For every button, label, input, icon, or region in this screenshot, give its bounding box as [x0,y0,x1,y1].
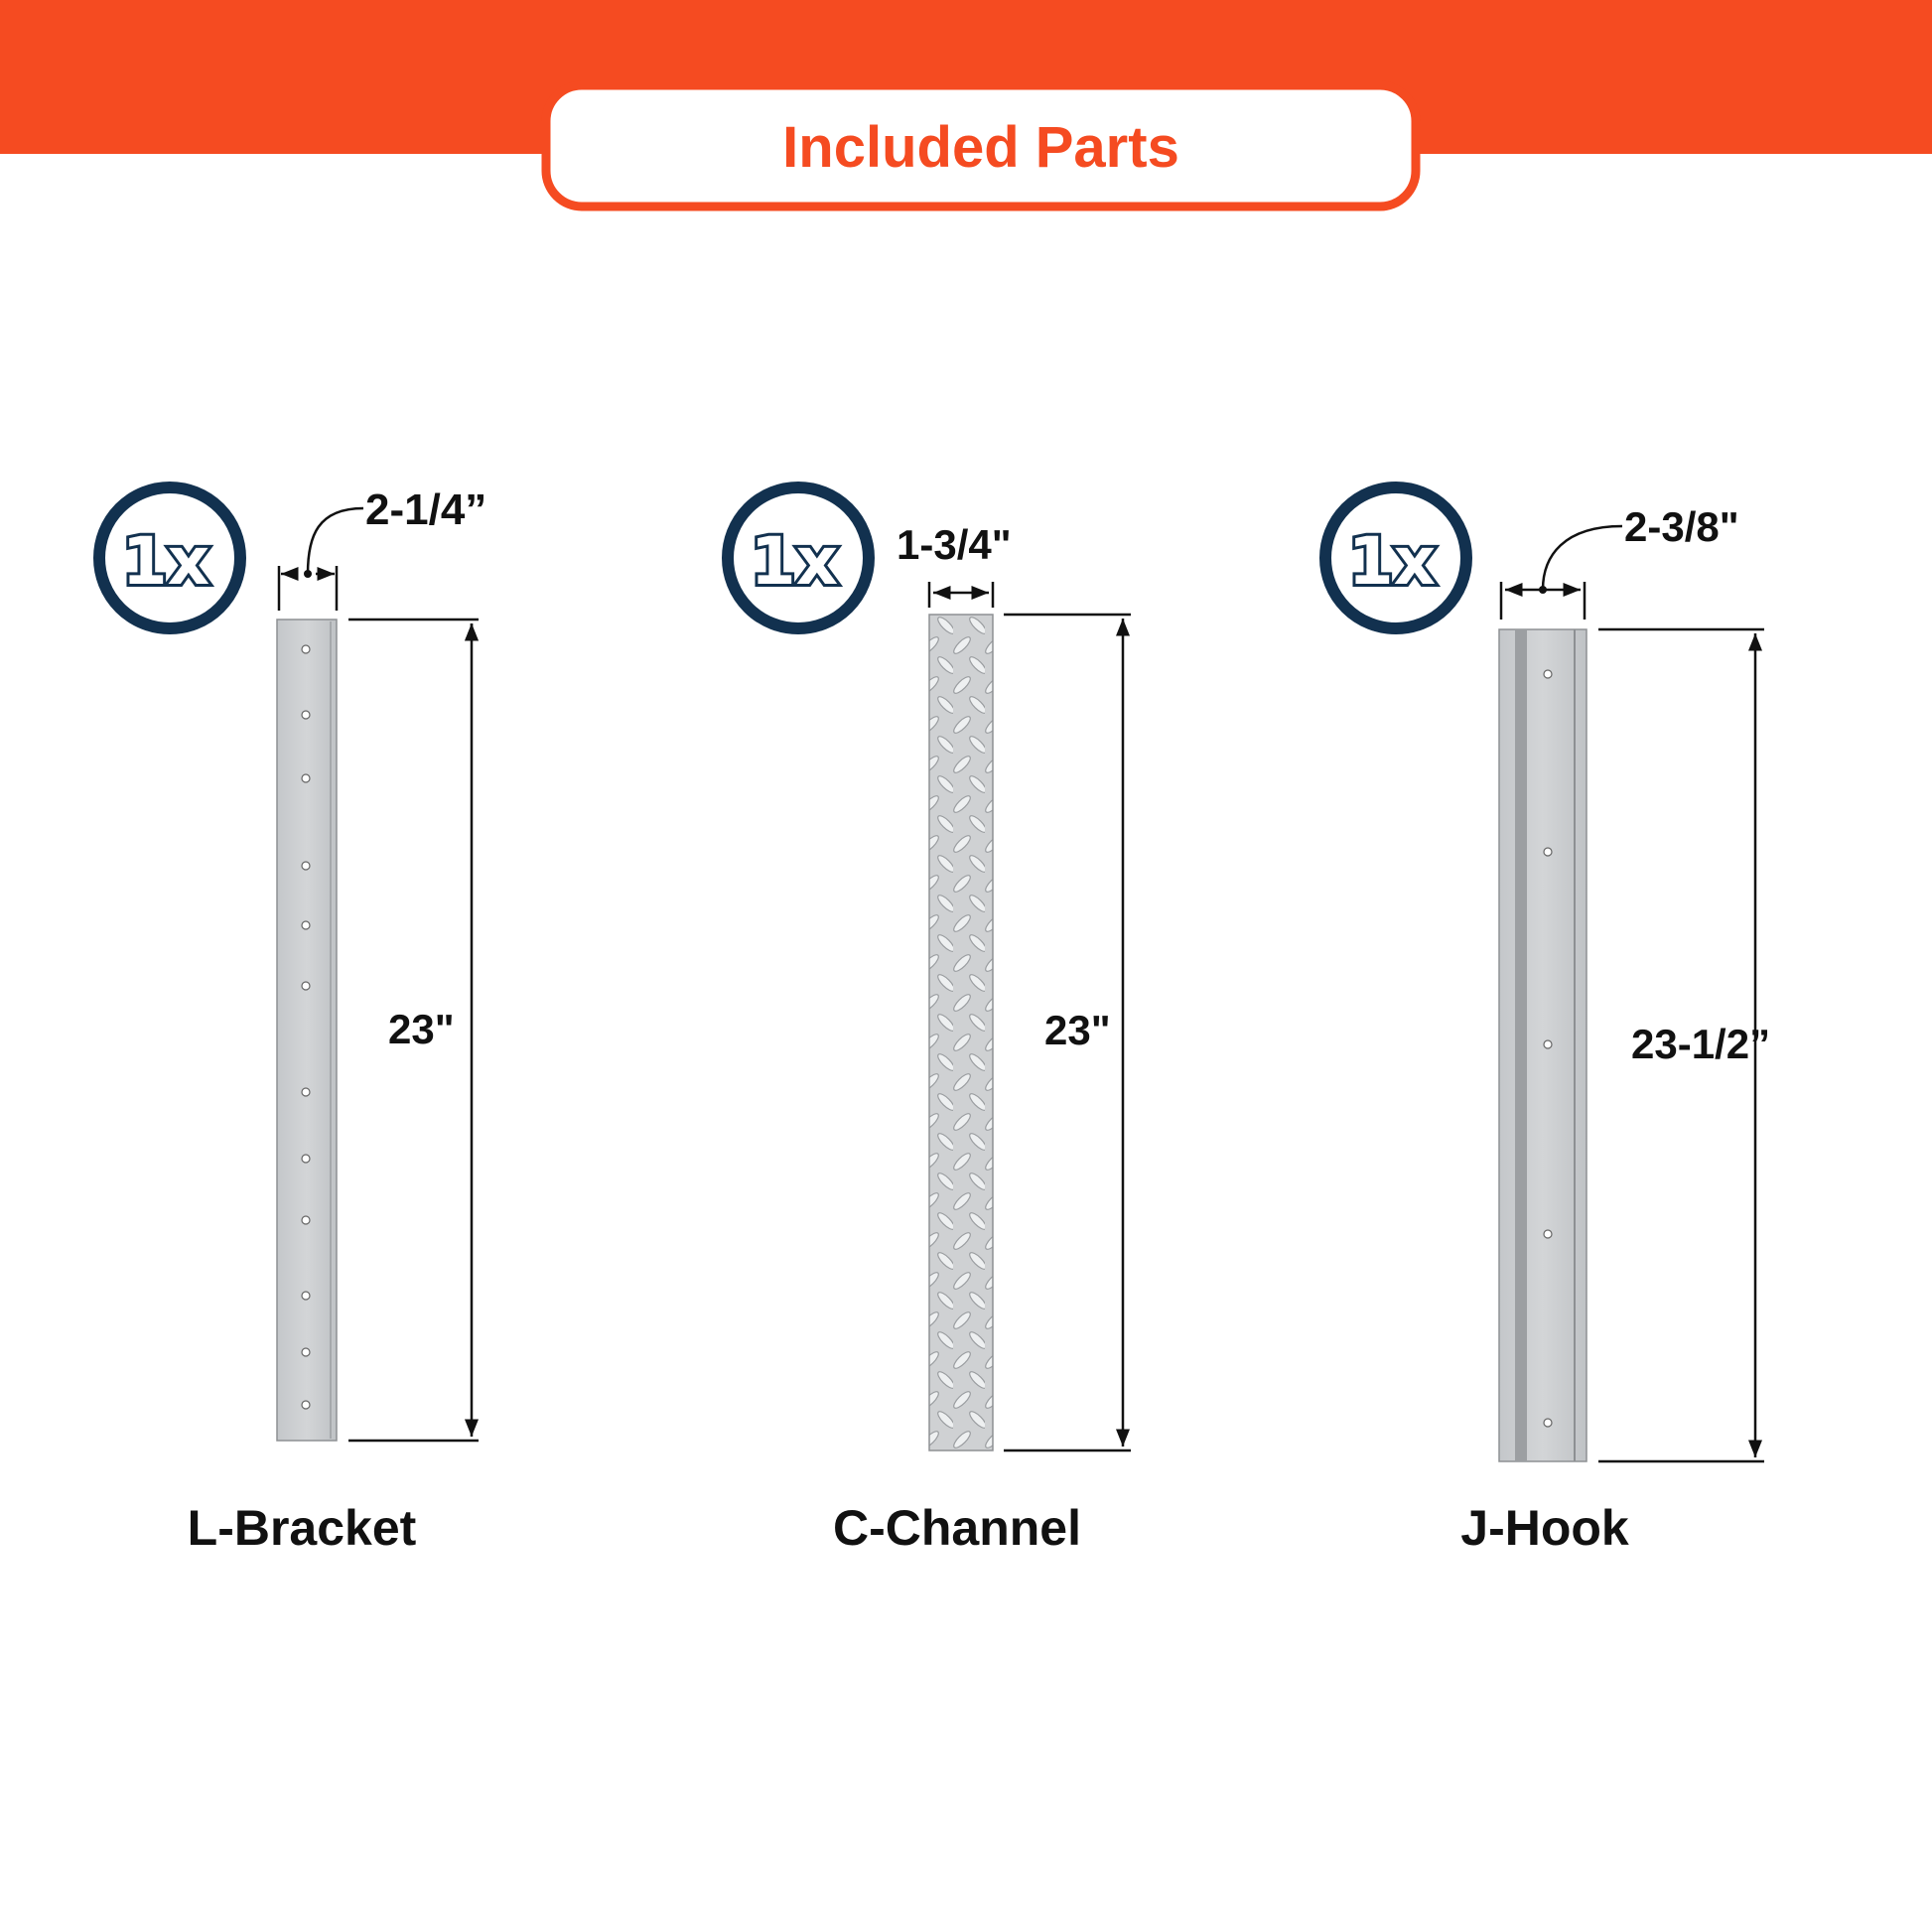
width-dimension-label: 2-3/8" [1624,503,1739,550]
hole [1543,847,1553,857]
quantity-label: 1x [751,523,839,600]
hole [301,1291,311,1301]
length-dimension-label: 23-1/2” [1631,1021,1770,1067]
c-channel-image [928,614,994,1451]
part-c-channel: 1x 1-3/4" 23" C-Channel [722,482,1131,1556]
mounting-holes [301,644,311,1410]
quantity-badge [722,482,875,634]
hole [301,773,311,783]
hole [301,1087,311,1097]
hole [301,1154,311,1164]
hole [301,861,311,871]
part-name: J-Hook [1460,1500,1629,1556]
quantity-label: 1x [1348,523,1437,600]
part-j-hook: 1x 2-3/8" 23-1/2” J-Hook [1319,482,1770,1556]
l-bracket-image [276,619,338,1442]
leader-line [1541,524,1623,591]
hole [301,644,311,654]
hole [1543,1229,1553,1239]
hole [301,710,311,720]
part-l-bracket: 1x 2-1/4” 23" L-Bracket [93,482,486,1556]
hole [1543,669,1553,679]
width-dimension-label: 1-3/4" [897,521,1012,568]
quantity-badge [93,482,246,634]
leader-line [306,506,364,575]
part-name: C-Channel [833,1500,1081,1556]
hole [301,1347,311,1357]
hole [1543,1418,1553,1428]
part-name: L-Bracket [188,1500,417,1556]
quantity-badge [1319,482,1472,634]
hole [301,1215,311,1225]
hole [301,981,311,991]
page-title: Included Parts [782,115,1179,180]
j-hook-image [1498,628,1587,1462]
quantity-label: 1x [122,523,210,600]
length-dimension-label: 23" [1044,1007,1111,1053]
hole [301,1400,311,1410]
length-dimension-label: 23" [388,1006,455,1052]
width-dimension-label: 2-1/4” [365,485,486,534]
mounting-holes [1543,669,1553,1428]
title-pill [541,80,1421,211]
hole [301,920,311,930]
hole [1543,1039,1553,1049]
